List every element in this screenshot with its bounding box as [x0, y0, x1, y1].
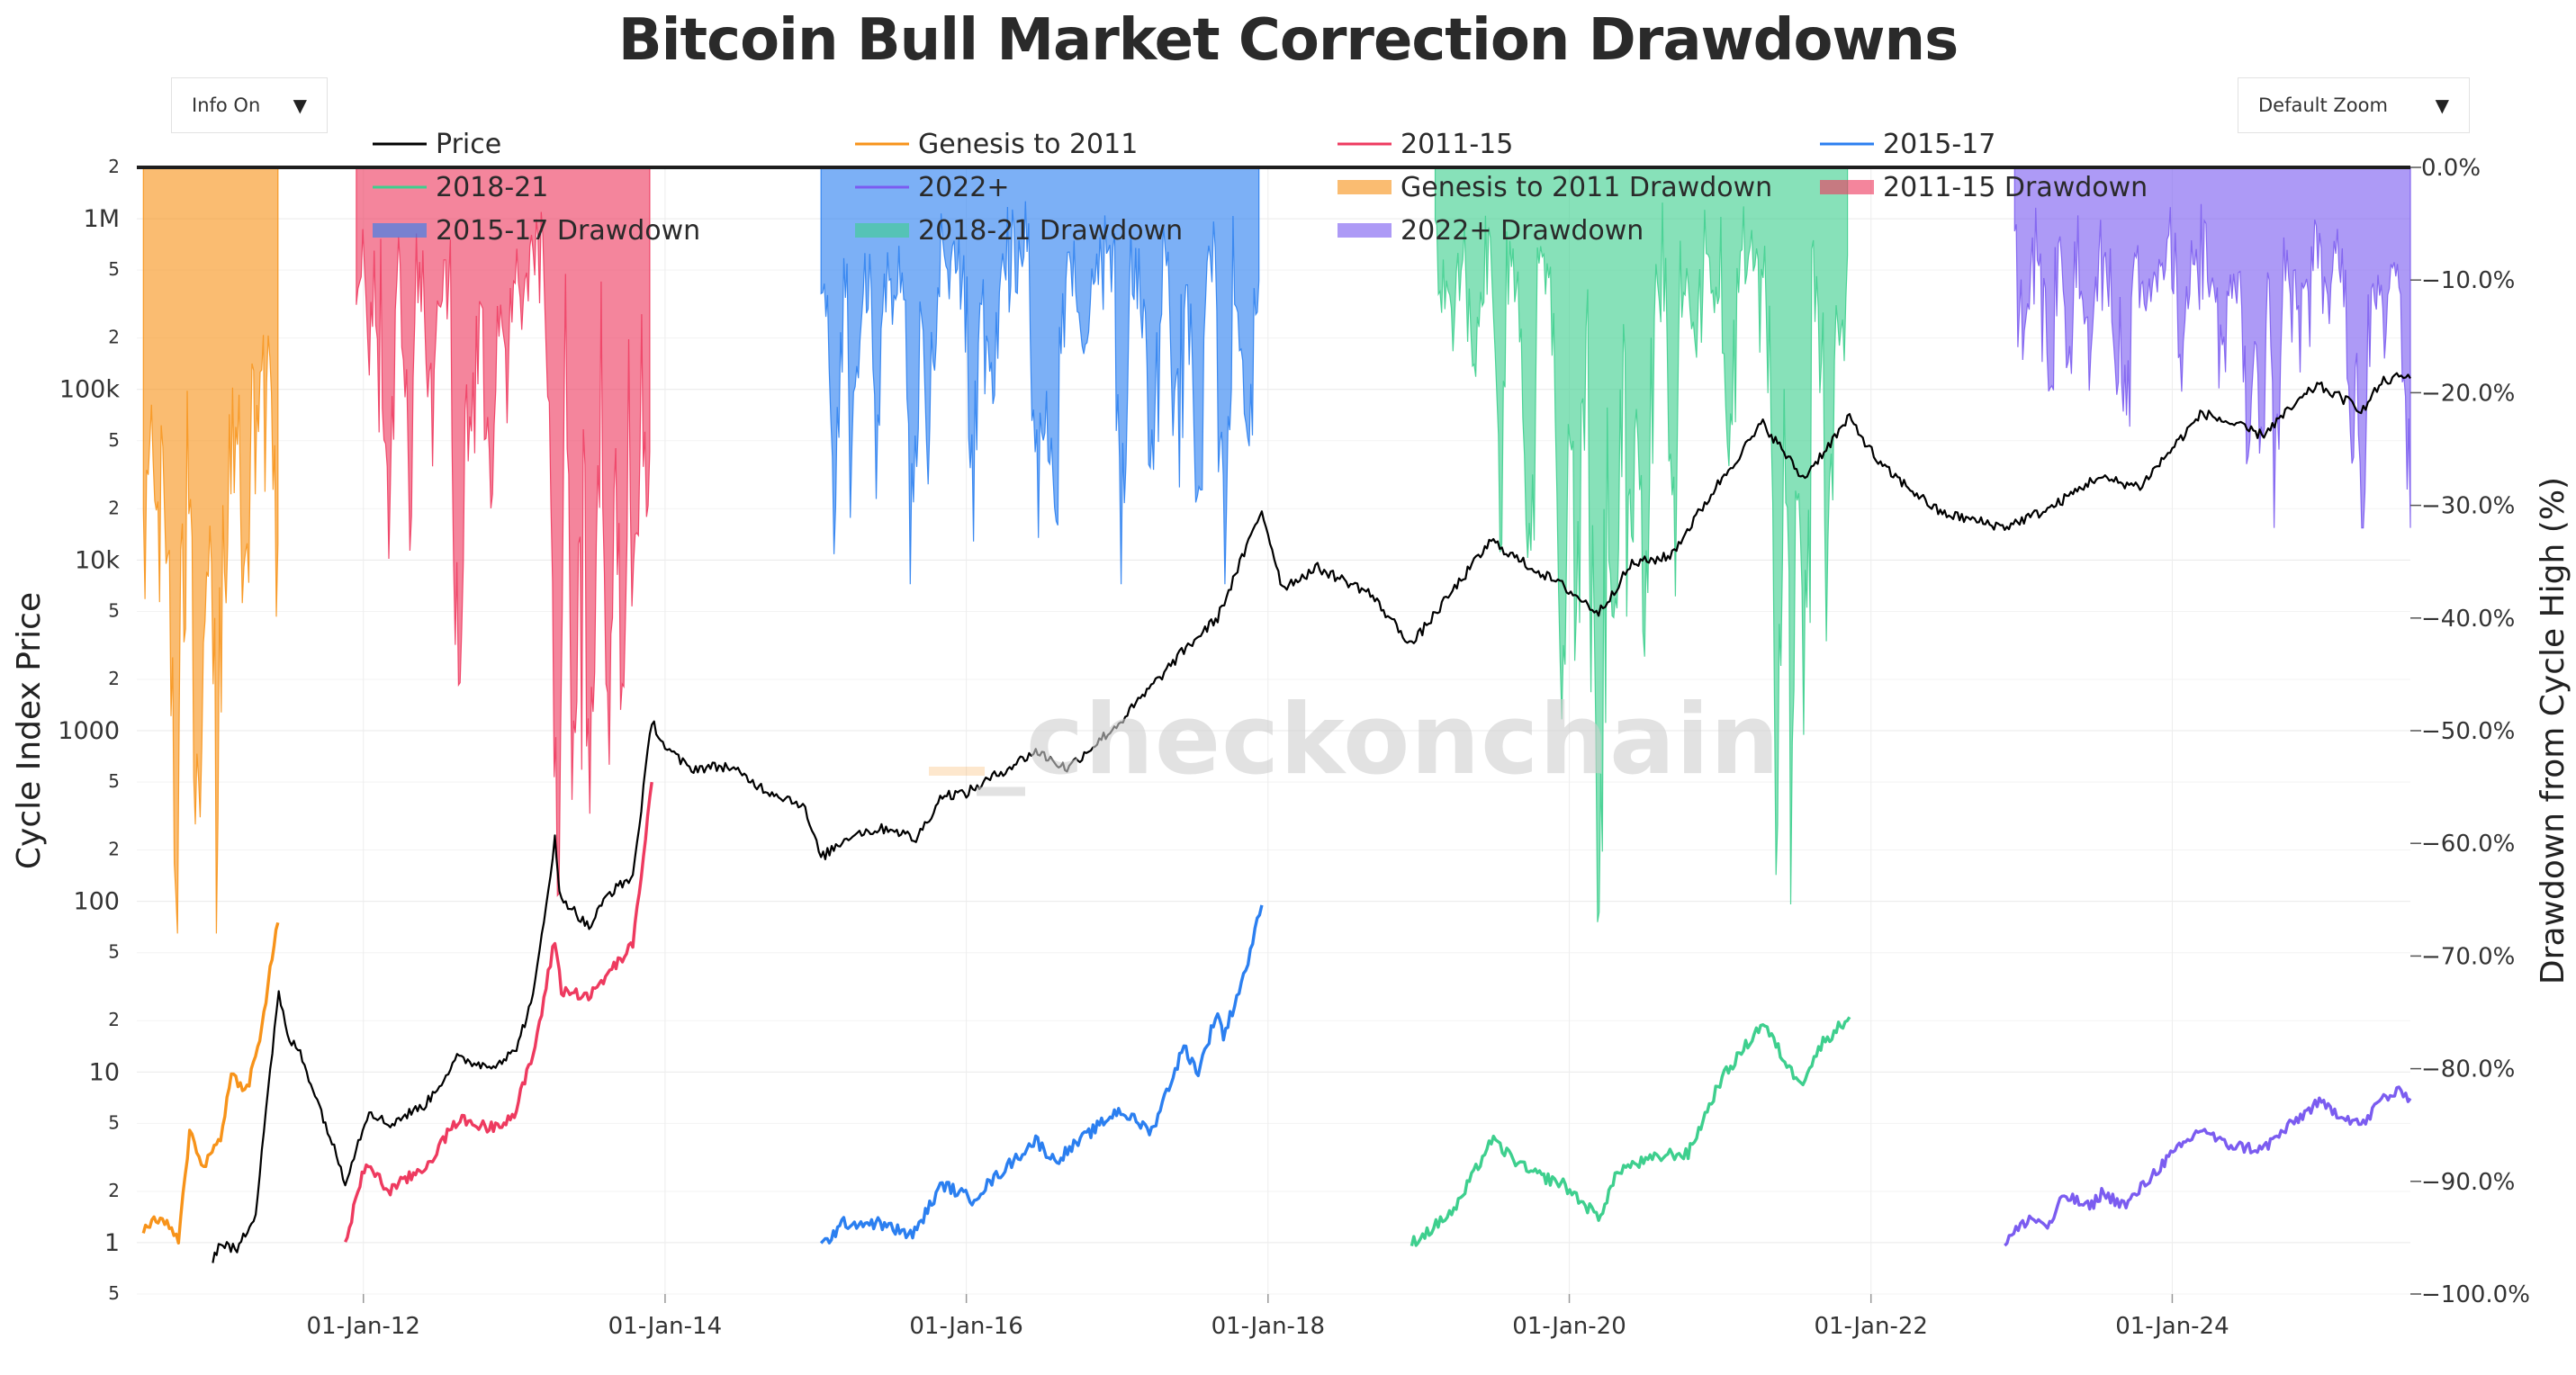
y2-tick-label: −30.0% — [2421, 493, 2515, 520]
watermark: _checkonchain — [977, 684, 1780, 796]
y2-tick-label: −80.0% — [2421, 1056, 2515, 1083]
y-tick-label: 1 — [104, 1229, 120, 1257]
price-lines — [141, 372, 2412, 1263]
zoom-dropdown[interactable]: Default Zoom ▼ — [2238, 77, 2470, 133]
y-tick-label: 1000 — [58, 717, 120, 745]
x-tick-label: 01-Jan-18 — [1211, 1313, 1325, 1340]
legend-swatch-area — [373, 223, 427, 238]
y-tick-label: 5 — [108, 258, 120, 280]
legend-item[interactable]: 2015-17 — [1820, 129, 1995, 160]
drawdown-area-2018-21-drawdown — [1434, 166, 1849, 922]
y-tick-label: 2 — [108, 156, 120, 177]
legend-item[interactable]: 2011-15 — [1338, 129, 1513, 160]
y-tick-label: 2 — [108, 1009, 120, 1030]
x-tick-label: 01-Jan-20 — [1512, 1313, 1626, 1340]
y-tick-label: 2 — [108, 497, 120, 518]
legend-label: Genesis to 2011 Drawdown — [1401, 172, 1772, 203]
legend-item[interactable]: 2018-21 Drawdown — [855, 215, 1183, 247]
y2-tick-label: 0.0% — [2421, 155, 2481, 182]
y2-tick-label: −70.0% — [2421, 943, 2515, 970]
y-tick-label: 5 — [108, 941, 120, 963]
legend-label: 2022+ — [918, 172, 1009, 203]
legend-swatch-area — [1820, 180, 1874, 194]
legend-item[interactable]: 2022+ Drawdown — [1338, 215, 1644, 247]
legend-item[interactable]: Genesis to 2011 Drawdown — [1338, 172, 1772, 203]
legend-item[interactable]: Genesis to 2011 — [855, 129, 1138, 160]
x-tick-label: 01-Jan-14 — [608, 1313, 722, 1340]
cycle-line-genesis-to-2011 — [141, 921, 280, 1245]
y-tick-label: 5 — [108, 599, 120, 621]
y2-tick-label: −40.0% — [2421, 606, 2515, 633]
x-tick-label: 01-Jan-12 — [306, 1313, 419, 1340]
info-dropdown-label: Info On — [192, 94, 261, 116]
legend-label: 2011-15 Drawdown — [1883, 172, 2148, 203]
axes: 5 1 2 5 10 2 5 100 2 5 1000 2 5 10k 2 5 100k 2 5 1M 2 01-Jan-… — [11, 155, 2571, 1340]
y-tick-label: 10 — [89, 1058, 120, 1086]
drawdown-area-2011-15-drawdown — [356, 166, 651, 897]
y-tick-label: 5 — [108, 1282, 120, 1304]
zoom-dropdown-label: Default Zoom — [2258, 94, 2388, 116]
y-tick-label: 2 — [108, 839, 120, 860]
y-tick-label: 2 — [108, 1180, 120, 1201]
y2-tick-label: −20.0% — [2421, 380, 2515, 407]
y2-tick-label: −60.0% — [2421, 831, 2515, 858]
drawdown-area-2022-drawdown — [2013, 166, 2411, 529]
x-tick-label: 01-Jan-16 — [909, 1313, 1022, 1340]
legend-label: Price — [436, 129, 501, 160]
legend-label: 2015-17 Drawdown — [436, 215, 700, 247]
cycle-line-2022- — [2004, 1085, 2412, 1247]
legend-swatch-area — [855, 223, 909, 238]
price-line — [212, 372, 2411, 1263]
legend-item[interactable]: 2022+ — [855, 172, 1009, 203]
y-axis-title: Cycle Index Price — [11, 592, 48, 869]
y-tick-label: 5 — [108, 1111, 120, 1133]
x-tick-label: 01-Jan-22 — [1814, 1313, 1927, 1340]
legend-item[interactable]: Price — [373, 129, 501, 160]
y-tick-label: 2 — [108, 327, 120, 348]
y2-tick-label: −100.0% — [2421, 1281, 2530, 1308]
y-tick-label: 2 — [108, 668, 120, 689]
y-tick-label: 1M — [84, 205, 120, 233]
legend-item[interactable]: 2018-21 — [373, 172, 548, 203]
info-dropdown[interactable]: Info On ▼ — [171, 77, 328, 133]
x-tick-label: 01-Jan-24 — [2115, 1313, 2229, 1340]
cycle-line-2011-15 — [344, 781, 653, 1243]
y-tick-label: 100 — [73, 888, 120, 916]
legend-item[interactable]: 2011-15 Drawdown — [1820, 172, 2148, 203]
legend-label: 2011-15 — [1401, 129, 1513, 160]
chevron-down-icon: ▼ — [2435, 94, 2449, 116]
y2-tick-label: −50.0% — [2421, 718, 2515, 745]
chevron-down-icon: ▼ — [293, 94, 307, 116]
cycle-line-2018-21 — [1410, 1016, 1851, 1247]
legend-swatch-area — [1338, 180, 1392, 194]
legend-label: Genesis to 2011 — [918, 129, 1138, 160]
drawdown-area-2015-17-drawdown — [820, 166, 1260, 585]
legend-label: 2018-21 Drawdown — [918, 215, 1183, 247]
cycle-line-2015-17 — [819, 904, 1264, 1245]
legend-swatch-area — [1338, 223, 1392, 238]
y-tick-label: 5 — [108, 429, 120, 451]
y-tick-label: 5 — [108, 770, 120, 792]
legend[interactable]: Price Genesis to 2011 2011-15 2015-17 2018-2… — [373, 129, 2148, 247]
legend-label: 2018-21 — [436, 172, 548, 203]
drawdown-areas — [142, 166, 2411, 934]
legend-item[interactable]: 2015-17 Drawdown — [373, 215, 700, 247]
legend-label: 2022+ Drawdown — [1401, 215, 1644, 247]
y-tick-label: 100k — [59, 376, 121, 404]
legend-label: 2015-17 — [1883, 129, 1995, 160]
y2-axis-title: Drawdown from Cycle High (%) — [2535, 477, 2571, 984]
y2-tick-label: −10.0% — [2421, 267, 2515, 294]
y-tick-label: 10k — [75, 546, 120, 574]
chart-title: Bitcoin Bull Market Correction Drawdowns — [617, 7, 1959, 74]
watermark-underscore — [929, 767, 985, 776]
drawdown-area-genesis-to-2011-drawdown — [142, 166, 279, 934]
y2-tick-label: −90.0% — [2421, 1169, 2515, 1196]
